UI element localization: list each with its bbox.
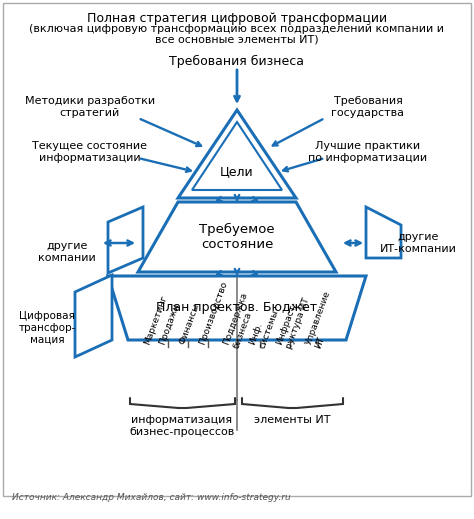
Text: все основные элементы ИТ): все основные элементы ИТ) <box>155 35 319 45</box>
Text: Управление
ИТ: Управление ИТ <box>304 290 342 350</box>
Text: Источник: Александр Михайлов, сайт: www.info-strategy.ru: Источник: Александр Михайлов, сайт: www.… <box>12 493 291 501</box>
Text: информатизация
бизнес-процессов: информатизация бизнес-процессов <box>129 415 235 436</box>
Polygon shape <box>108 276 366 340</box>
Polygon shape <box>108 207 143 273</box>
Text: Финансы: Финансы <box>178 303 201 346</box>
Text: Цели: Цели <box>220 166 254 179</box>
Text: (включая цифровую трансформацию всех подразделений компании и: (включая цифровую трансформацию всех под… <box>29 24 445 34</box>
Text: Требования бизнеса: Требования бизнеса <box>170 55 304 68</box>
Text: Производство: Производство <box>198 280 229 346</box>
Text: Маркетинг: Маркетинг <box>143 294 169 346</box>
Text: Текущее состояние
информатизации: Текущее состояние информатизации <box>33 141 147 163</box>
Text: Инфраст-
руктура ИТ: Инфраст- руктура ИТ <box>275 293 311 350</box>
Text: План проектов. Бюджет: План проектов. Бюджет <box>156 302 318 315</box>
Text: Продажи: Продажи <box>158 302 182 346</box>
Text: элементы ИТ: элементы ИТ <box>254 415 330 425</box>
Polygon shape <box>366 207 401 258</box>
Text: Полная стратегия цифровой трансформации: Полная стратегия цифровой трансформации <box>87 12 387 25</box>
Text: Лучшие практики
по информатизации: Лучшие практики по информатизации <box>309 141 428 163</box>
Polygon shape <box>138 202 336 272</box>
Text: Поддержка
бизнеса: Поддержка бизнеса <box>222 291 259 350</box>
Polygon shape <box>178 110 296 198</box>
Text: другие
компании: другие компании <box>38 241 96 263</box>
Text: Методики разработки
стратегий: Методики разработки стратегий <box>25 96 155 118</box>
Text: Инф.
системы: Инф. системы <box>248 305 280 350</box>
Text: Требования
государства: Требования государства <box>331 96 404 118</box>
Text: Цифровая
трансфор-
мация: Цифровая трансфор- мация <box>18 311 76 345</box>
Text: другие
ИТ-компании: другие ИТ-компании <box>380 232 456 254</box>
Polygon shape <box>75 275 112 357</box>
Text: Требуемое
состояние: Требуемое состояние <box>199 223 275 251</box>
